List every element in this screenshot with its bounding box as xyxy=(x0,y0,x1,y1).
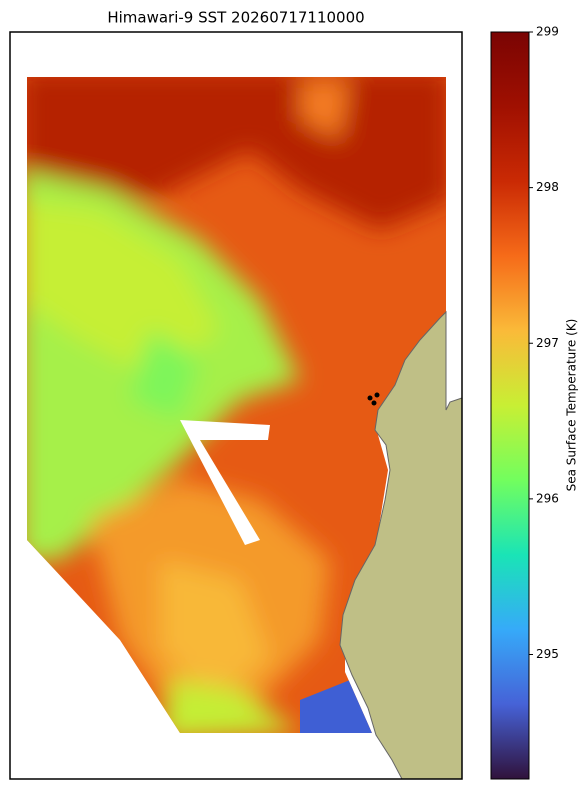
colorbar-tick-label: 296 xyxy=(536,491,559,505)
colorbar-label: Sea Surface Temperature (K) xyxy=(565,319,579,492)
map-frame xyxy=(9,31,463,780)
colorbar-tick-label: 295 xyxy=(536,647,559,661)
colorbar-tick-label: 298 xyxy=(536,180,559,194)
colorbar-tick-label: 299 xyxy=(536,25,559,39)
map-title: Himawari-9 SST 20260717110000 xyxy=(107,9,364,27)
islands xyxy=(367,392,380,406)
colorbar xyxy=(490,31,530,780)
colorbar-tick-label: 297 xyxy=(536,336,559,350)
